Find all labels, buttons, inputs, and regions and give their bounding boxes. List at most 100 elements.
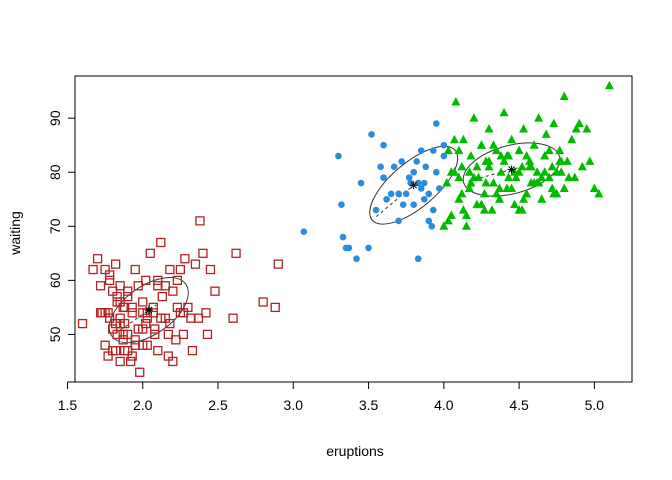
data-point-circle: [398, 158, 405, 165]
data-point-circle: [405, 174, 413, 181]
data-point-square: [178, 329, 189, 340]
data-point-circle: [300, 228, 308, 236]
data-point-square: [157, 291, 167, 302]
data-point-circle: [383, 195, 390, 203]
data-point-triangle: [552, 167, 562, 176]
data-point-triangle: [507, 183, 517, 192]
data-point-triangle: [442, 178, 452, 187]
data-point-square: [115, 356, 125, 367]
data-point-circle: [436, 185, 443, 192]
data-point-triangle: [547, 183, 557, 192]
data-point-triangle: [555, 156, 565, 165]
data-point-square: [112, 291, 122, 302]
data-point-circle: [432, 168, 440, 176]
data-point-triangle: [454, 145, 464, 155]
data-point-square: [198, 248, 208, 258]
data-point-circle: [428, 222, 436, 230]
y-axis-label: waiting: [7, 211, 23, 256]
data-point-square: [115, 297, 125, 307]
data-point-circle: [417, 147, 425, 154]
data-point-triangle: [481, 178, 491, 187]
data-point-triangle: [547, 161, 557, 171]
data-point-square: [95, 281, 106, 291]
data-point-circle: [390, 163, 398, 171]
x-tick-label: 4.0: [434, 397, 454, 413]
cluster-axis-line: [115, 304, 157, 334]
data-point-square: [163, 329, 173, 340]
data-point-circle: [395, 190, 402, 198]
data-point-triangle: [570, 172, 580, 182]
data-point-square: [201, 308, 211, 318]
data-point-triangle: [522, 151, 532, 160]
data-point-square: [104, 270, 115, 280]
data-point-triangle: [544, 145, 554, 155]
data-point-square: [202, 329, 213, 340]
center-star-stroke: [410, 181, 418, 189]
data-point-square: [141, 275, 151, 286]
data-point-square: [130, 335, 140, 345]
data-point-triangle: [443, 215, 453, 225]
data-point-square: [135, 367, 145, 377]
data-point-square: [126, 356, 136, 367]
data-point-circle: [395, 217, 402, 225]
data-point-square: [273, 259, 283, 269]
data-point-circle: [357, 179, 365, 187]
center-star-stroke: [145, 306, 153, 314]
data-point-triangle: [534, 113, 544, 122]
data-point-triangle: [525, 156, 535, 165]
data-point-square: [190, 259, 201, 269]
x-axis-label: eruptions: [326, 443, 384, 459]
data-point-triangle: [541, 129, 551, 138]
cluster-center-marker: [144, 306, 153, 315]
data-point-circle: [422, 163, 430, 171]
data-point-square: [195, 216, 205, 226]
data-point-triangle: [559, 183, 569, 192]
data-point-triangle: [484, 156, 494, 165]
data-point-triangle: [451, 96, 461, 106]
data-point-triangle: [458, 134, 468, 144]
data-point-square: [133, 324, 143, 334]
data-point-triangle: [454, 194, 464, 203]
data-point-triangle: [532, 167, 542, 176]
data-point-square: [127, 351, 137, 361]
data-point-square: [165, 264, 175, 275]
data-point-circle: [410, 201, 418, 208]
data-point-circle: [420, 179, 428, 187]
data-point-triangle: [466, 151, 476, 160]
data-point-triangle: [502, 151, 512, 160]
data-point-square: [150, 324, 160, 334]
data-point-circle: [377, 163, 384, 171]
data-point-square: [130, 264, 140, 275]
data-point-circle: [387, 190, 395, 198]
y-tick-label: 50: [47, 326, 63, 342]
data-point-triangle: [492, 188, 502, 198]
x-tick-label: 3.0: [284, 397, 304, 413]
data-point-triangle: [555, 145, 565, 155]
data-point-triangle: [499, 156, 509, 165]
data-point-circle: [335, 152, 342, 160]
data-point-triangle: [489, 140, 499, 149]
data-point-triangle: [517, 205, 527, 214]
data-point-triangle: [476, 140, 486, 149]
data-point-square: [100, 340, 110, 350]
data-point-circle: [414, 179, 422, 187]
data-point-triangle: [496, 167, 506, 176]
data-point-triangle: [489, 178, 499, 187]
data-point-triangle: [495, 183, 505, 192]
cluster-center-marker: [409, 181, 418, 190]
data-point-circle: [410, 168, 418, 176]
data-point-square: [148, 308, 158, 318]
data-point-square: [210, 286, 220, 296]
data-point-triangle: [446, 167, 456, 176]
data-point-square: [118, 329, 128, 340]
data-point-circle: [413, 158, 421, 165]
data-point-square: [92, 254, 103, 264]
data-point-square: [168, 286, 178, 296]
data-point-square: [205, 264, 216, 275]
data-point-circle: [402, 190, 410, 198]
data-point-triangle: [479, 188, 489, 198]
data-point-square: [148, 302, 158, 313]
data-points: [77, 80, 614, 377]
